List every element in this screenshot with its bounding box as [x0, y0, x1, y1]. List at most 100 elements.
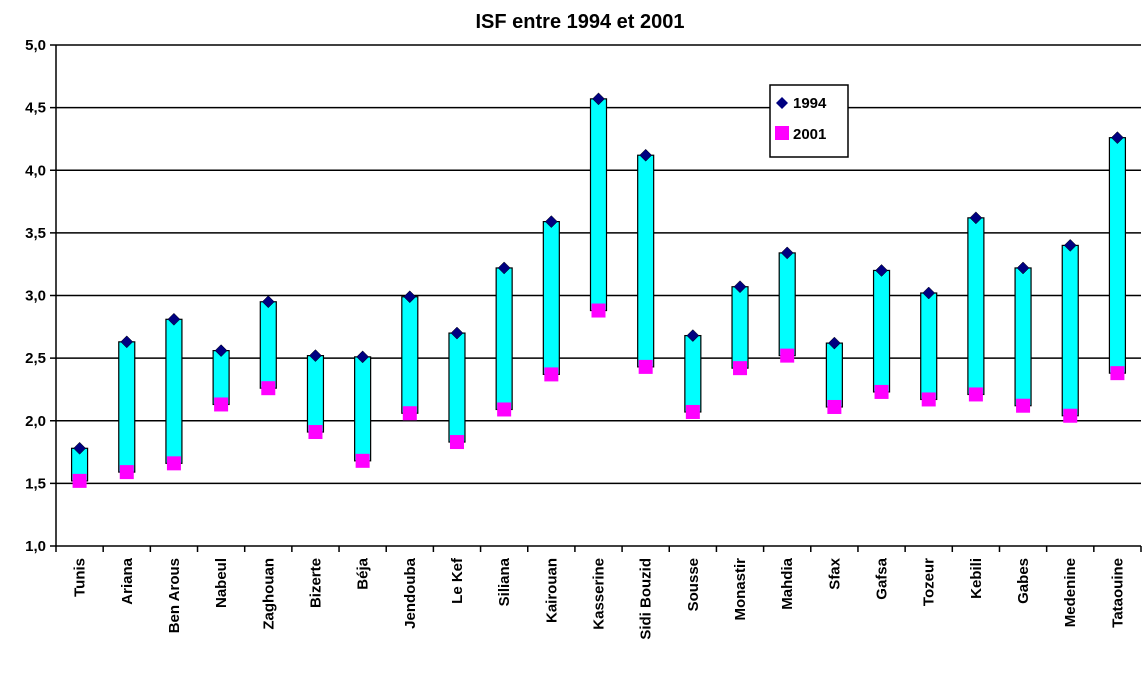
range-bar-Sfax: [825, 342, 843, 408]
marker-1994-Kasserine: [592, 92, 605, 106]
range-bar-Mahdia: [778, 252, 796, 357]
marker-2001-Sfax: [827, 399, 842, 414]
x-category-label: Gabes: [1015, 558, 1032, 604]
y-tick-label: 2,5: [25, 350, 46, 367]
range-bar-Bizerte: [306, 355, 325, 433]
marker-1994-Nabeul: [214, 344, 228, 357]
x-category-label: Siliana: [496, 557, 513, 606]
x-category-label: Sousse: [685, 558, 702, 611]
marker-2001-Ben Arous: [166, 456, 181, 471]
y-tick-label: 2,0: [25, 413, 46, 430]
x-category-label: Ariana: [119, 557, 136, 604]
y-tick-label: 3,5: [25, 225, 46, 242]
x-category-label: Sidi Bouzid: [638, 558, 655, 640]
marker-2001-Kairouan: [544, 367, 559, 382]
y-tick-label: 1,5: [25, 475, 46, 492]
legend-marker-1994: [776, 97, 788, 109]
marker-2001-Gabes: [1016, 398, 1031, 413]
range-bar-Sidi Bouzid: [637, 154, 655, 368]
marker-2001-Sousse: [685, 404, 700, 419]
legend-label-1994: 1994: [793, 95, 827, 112]
y-tick-label: 4,0: [25, 162, 46, 179]
data-markers: [72, 92, 1125, 488]
y-tick-label: 3,0: [25, 288, 46, 305]
marker-1994-Kebili: [969, 211, 983, 225]
axes: [50, 44, 1142, 552]
y-tick-label: 4,5: [25, 100, 46, 117]
x-category-label: Béja: [355, 557, 372, 589]
x-category-labels: Tunis Ariana Ben Arous Nabeul Zaghouan Bizert…: [72, 557, 1127, 640]
range-bar-Siliana: [495, 267, 513, 411]
range-bar-Kasserine: [589, 98, 608, 312]
range-bar-Gabes: [1014, 267, 1032, 407]
range-bar-Zaghouan: [259, 301, 277, 389]
x-category-label: Kasserine: [591, 558, 608, 630]
x-category-label: Tozeur: [921, 558, 938, 606]
range-bar-Gafsa: [872, 269, 891, 393]
x-category-label: Jendouba: [402, 557, 419, 628]
marker-1994-Béja: [356, 350, 369, 364]
range-bar-Tataouine: [1108, 137, 1127, 374]
marker-2001-Ariana: [119, 465, 134, 480]
x-category-label: Monastir: [732, 558, 749, 621]
marker-1994-Gabes: [1016, 261, 1030, 275]
y-tick-label: 5,0: [25, 37, 46, 54]
marker-1994-Tataouine: [1111, 131, 1124, 145]
range-bar-Kebili: [967, 217, 985, 396]
marker-1994-Monastir: [733, 280, 747, 294]
marker-2001-Gafsa: [874, 384, 889, 399]
x-category-label: Ben Arous: [166, 558, 183, 633]
x-category-label: Kebili: [968, 558, 985, 599]
x-category-label: Nabeul: [213, 558, 230, 608]
x-category-label: Bizerte: [307, 558, 324, 608]
marker-1994-Sfax: [828, 336, 841, 350]
marker-2001-Tunis: [72, 473, 87, 488]
marker-1994-Bizerte: [309, 349, 322, 362]
marker-1994-Jendouba: [403, 290, 417, 304]
range-bar-Nabeul: [212, 350, 230, 406]
range-bar-Kairouan: [542, 221, 560, 376]
marker-1994-Medenine: [1063, 239, 1077, 252]
marker-2001-Tozeur: [921, 392, 936, 407]
range-bar-Ariana: [118, 341, 136, 473]
marker-1994-Le Kef: [450, 326, 464, 340]
marker-1994-Siliana: [497, 261, 511, 275]
x-category-label: Tunis: [72, 558, 89, 597]
range-bar-Medenine: [1061, 244, 1079, 417]
marker-2001-Zaghouan: [261, 381, 276, 396]
marker-1994-Ben Arous: [167, 312, 181, 326]
y-tick-labels: 1,0 1,5 2,0 2,5 3,0 3,5 4,0 4,5 5,0: [25, 37, 46, 555]
marker-1994-Gafsa: [875, 264, 888, 277]
marker-2001-Tataouine: [1110, 366, 1125, 381]
marker-2001-Sidi Bouzid: [638, 359, 653, 374]
marker-1994-Ariana: [120, 335, 134, 349]
marker-2001-Kebili: [968, 387, 983, 402]
x-category-label: Medenine: [1062, 558, 1079, 627]
x-category-label: Gafsa: [874, 557, 891, 599]
range-bar-Le Kef: [448, 332, 466, 443]
x-category-label: Tataouine: [1109, 558, 1126, 628]
marker-2001-Béja: [355, 453, 370, 468]
marker-2001-Kasserine: [591, 303, 606, 318]
x-category-label: Sfax: [826, 557, 843, 589]
marker-1994-Tunis: [73, 441, 86, 455]
marker-2001-Medenine: [1063, 408, 1078, 423]
marker-1994-Kairouan: [544, 215, 558, 228]
marker-1994-Sousse: [686, 329, 700, 342]
marker-2001-Nabeul: [214, 397, 229, 412]
marker-1994-Zaghouan: [261, 295, 275, 309]
marker-2001-Bizerte: [308, 425, 323, 440]
range-bar-Jendouba: [401, 296, 419, 414]
x-category-label: Kairouan: [543, 558, 560, 623]
marker-2001-Mahdia: [780, 348, 795, 363]
range-bar-Monastir: [731, 286, 749, 369]
marker-2001-Le Kef: [449, 435, 464, 450]
legend: 1994 2001: [769, 84, 849, 158]
x-category-label: Le Kef: [449, 557, 466, 604]
marker-2001-Siliana: [497, 402, 512, 417]
range-bar-Béja: [354, 356, 372, 462]
marker-2001-Monastir: [733, 361, 748, 376]
legend-label-2001: 2001: [793, 126, 826, 143]
range-bar-Tozeur: [920, 292, 938, 401]
